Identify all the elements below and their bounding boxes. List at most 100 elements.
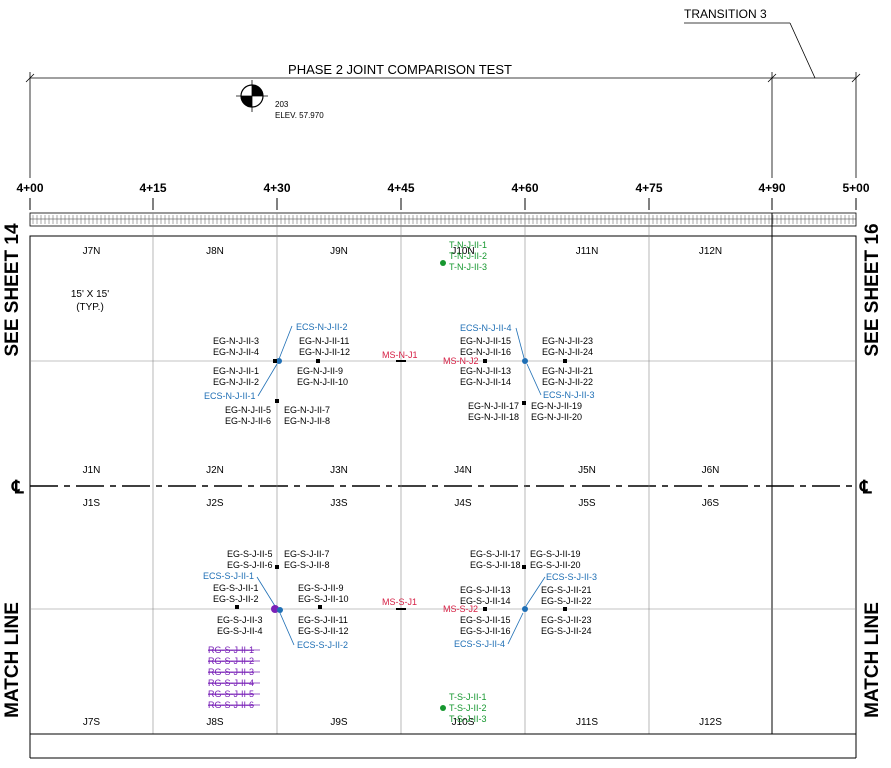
gauge-label: EG-S-J-II-22 — [541, 596, 592, 606]
slab-label: J3S — [330, 498, 348, 509]
match-line-left-label: MATCH LINE — [2, 602, 23, 718]
gauge-label: EG-S-J-II-12 — [298, 626, 349, 636]
slab-label: J4N — [454, 465, 472, 476]
gauge-label: EG-S-J-II-18 — [470, 560, 521, 570]
gauge-label: EG-S-J-II-24 — [541, 626, 592, 636]
gauge-label: EG-N-J-II-4 — [213, 347, 259, 357]
ms-label: MS-N-J1 — [382, 350, 418, 360]
slab-label: J10N — [451, 246, 474, 257]
slab-label: J12N — [699, 246, 722, 257]
slab-label: J10S — [452, 717, 475, 728]
gauge-label: EG-S-J-II-8 — [284, 560, 330, 570]
gauge-label: EG-S-J-II-7 — [284, 549, 330, 559]
edge-strip — [29, 212, 857, 237]
station-label: 5+00 — [842, 181, 869, 195]
station-label: 4+60 — [511, 181, 538, 195]
slab-grid — [29, 213, 857, 759]
slab-label: J5S — [578, 498, 596, 509]
slab-label: J8S — [206, 717, 224, 728]
centerline-right-icon: ℄ — [859, 477, 872, 497]
gauge-label: EG-N-J-II-8 — [284, 416, 330, 426]
gauge-label: EG-S-J-II-17 — [470, 549, 521, 559]
slab-label: J11S — [576, 717, 598, 728]
tiltmeter-label: T-S-J-II-1 — [449, 692, 487, 702]
centerline-left-icon: ℄ — [11, 477, 24, 497]
tiltmeter-label: T-N-J-II-3 — [449, 262, 487, 272]
slab-label: J9N — [330, 246, 348, 257]
typical-size: 15' X 15' — [71, 289, 109, 300]
tiltmeter-label: T-S-J-II-3 — [449, 714, 487, 724]
station-label: 4+30 — [263, 181, 290, 195]
gauge-label: EG-N-J-II-20 — [531, 412, 582, 422]
gauge-label: EG-N-J-II-18 — [468, 412, 519, 422]
gauge-label: EG-S-J-II-2 — [213, 594, 259, 604]
gauge-label: EG-N-J-II-21 — [542, 366, 593, 376]
ecs-label: ECS-N-J-II-4 — [460, 323, 512, 333]
tiltmeter-label: T-N-J-II-1 — [449, 240, 487, 250]
south-gauges: EG-S-J-II-5 EG-S-J-II-6 EG-S-J-II-7 EG-S… — [203, 549, 597, 724]
slab-labels: J7N J8N J9N J10N J11N J12N J1N J2N J3N J4N J5N J6N J… — [83, 246, 723, 728]
slab-label: J8N — [206, 246, 224, 257]
gauge-label: EG-S-J-II-20 — [530, 560, 581, 570]
title-dimension: PHASE 2 JOINT COMPARISON TEST — [25, 62, 861, 178]
station-labels: 4+00 4+15 4+30 4+45 4+60 4+75 4+90 5+00 — [16, 181, 870, 210]
match-line-right-label: MATCH LINE — [862, 602, 883, 718]
slab-label: J12S — [699, 717, 722, 728]
gauge-label: EG-S-J-II-5 — [227, 549, 273, 559]
station-label: 4+00 — [16, 181, 43, 195]
slab-label: J1N — [83, 465, 101, 476]
ecs-label: ECS-N-J-II-1 — [204, 391, 256, 401]
ecs-marker — [522, 358, 528, 364]
gauge-label: EG-S-J-II-21 — [541, 585, 592, 595]
transition-label: TRANSITION 3 — [684, 7, 767, 21]
slab-label: J11N — [576, 246, 599, 257]
north-gauges: EG-N-J-II-3 EG-N-J-II-4 ECS-N-J-II-2 EG-… — [204, 240, 595, 426]
gauge-label: EG-N-J-II-22 — [542, 377, 593, 387]
gauge-label: EG-N-J-II-13 — [460, 366, 511, 376]
slab-label: J9S — [330, 717, 348, 728]
gauge-label: EG-N-J-II-9 — [297, 366, 343, 376]
gauge-label: EG-S-J-II-11 — [298, 615, 348, 625]
ecs-label: ECS-S-J-II-1 — [203, 571, 254, 581]
gauge-label: EG-N-J-II-16 — [460, 347, 511, 357]
slab-label: J1S — [83, 498, 101, 509]
slab-label: J5N — [578, 465, 596, 476]
tiltmeter-marker — [440, 705, 446, 711]
page-title: PHASE 2 JOINT COMPARISON TEST — [288, 62, 512, 77]
gauge-label: EG-S-J-II-4 — [217, 626, 263, 636]
ecs-label: ECS-N-J-II-3 — [543, 390, 595, 400]
gauge-label: EG-N-J-II-14 — [460, 377, 511, 387]
gauge-label: EG-S-J-II-16 — [460, 626, 511, 636]
gauge-label: EG-S-J-II-9 — [298, 583, 344, 593]
ms-label: MS-S-J2 — [443, 604, 478, 614]
gauge-label: EG-S-J-II-3 — [217, 615, 263, 625]
ecs-marker — [276, 358, 282, 364]
slab-label: J7S — [83, 717, 101, 728]
tiltmeter-label: T-S-J-II-2 — [449, 703, 487, 713]
gauge-label: EG-S-J-II-1 — [213, 583, 259, 593]
gauge-label: EG-N-J-II-12 — [299, 347, 350, 357]
slab-label: J7N — [83, 246, 101, 257]
gauge-label: EG-N-J-II-10 — [297, 377, 348, 387]
slab-label: J6N — [702, 465, 720, 476]
typical-note: 15' X 15' (TYP.) — [71, 289, 109, 313]
ecs-marker — [522, 606, 528, 612]
tiltmeter-marker — [440, 260, 446, 266]
station-label: 4+90 — [758, 181, 785, 195]
station-label: 4+75 — [635, 181, 662, 195]
gauge-label: EG-N-J-II-15 — [460, 336, 511, 346]
ecs-marker — [277, 607, 283, 613]
slab-label: J2N — [206, 465, 224, 476]
ecs-label: ECS-S-J-II-2 — [297, 640, 348, 650]
typical-label: (TYP.) — [76, 302, 104, 313]
station-label: 4+45 — [387, 181, 414, 195]
gauge-label: EG-N-J-II-23 — [542, 336, 593, 346]
benchmark-symbol: 203 ELEV. 57.970 — [236, 80, 324, 120]
see-sheet-16-label: SEE SHEET 16 — [862, 223, 883, 356]
slab-label: J4S — [454, 498, 472, 509]
ecs-label: ECS-N-J-II-2 — [296, 322, 348, 332]
ecs-label: ECS-S-J-II-4 — [454, 639, 505, 649]
gauge-label: EG-N-J-II-19 — [531, 401, 582, 411]
gauge-label: EG-N-J-II-24 — [542, 347, 593, 357]
